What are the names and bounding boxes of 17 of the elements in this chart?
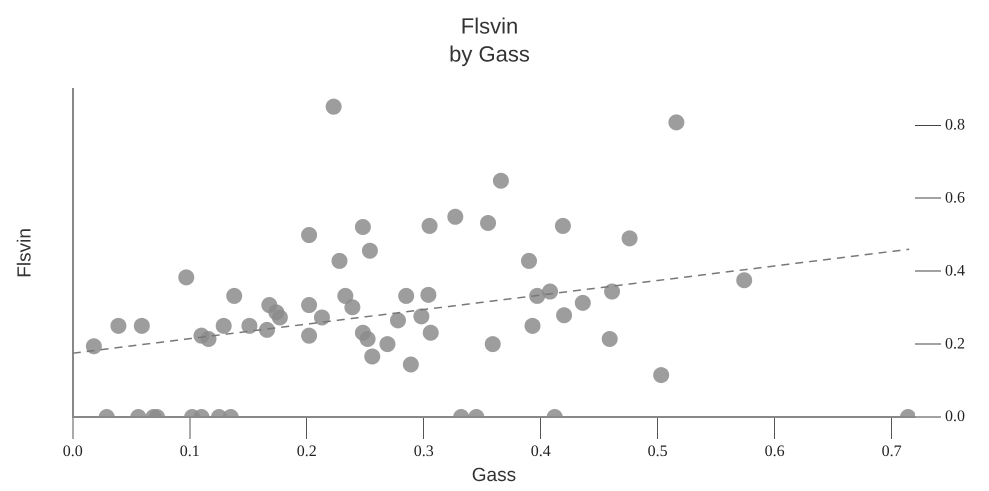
x-tick-label: 0.7 [882,442,902,460]
x-tick-label: 0.1 [180,442,200,460]
x-tick-label: 0.0 [62,442,83,460]
y-tick-label: 0.4 [945,262,965,280]
y-axis-title: Flsvin [14,228,36,278]
y-tick-label: 0.8 [945,116,965,134]
x-tick-label: 0.6 [764,442,785,460]
chart-subtitle: by Gass [449,42,530,67]
y-tick-label: 0.6 [945,189,965,206]
chart-title: Flsvin [460,13,518,38]
x-tick-label: 0.5 [648,442,668,460]
x-tick-label: 0.2 [296,442,317,460]
y-tick-label: 0.0 [945,408,965,426]
y-tick-label: 0.2 [945,335,965,352]
x-tick-label: 0.3 [414,442,434,460]
x-axis-title: Gass [472,464,516,486]
x-tick-label: 0.4 [530,442,551,460]
